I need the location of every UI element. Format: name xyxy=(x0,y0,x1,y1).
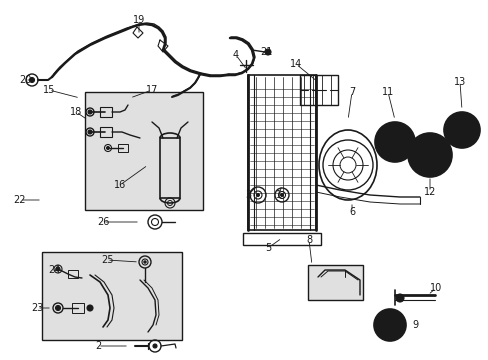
Text: 20: 20 xyxy=(19,75,31,85)
Bar xyxy=(85,92,203,210)
Text: 10: 10 xyxy=(429,283,441,293)
Text: 13: 13 xyxy=(453,77,465,87)
Circle shape xyxy=(56,267,60,271)
Text: 8: 8 xyxy=(305,235,311,245)
Text: 4: 4 xyxy=(232,50,239,60)
Text: 25: 25 xyxy=(101,255,113,265)
Bar xyxy=(100,127,112,137)
Text: 11: 11 xyxy=(381,87,393,97)
Circle shape xyxy=(280,193,283,197)
Text: 9: 9 xyxy=(411,320,417,330)
Bar xyxy=(247,75,315,230)
Circle shape xyxy=(143,261,146,263)
Circle shape xyxy=(395,294,403,302)
Circle shape xyxy=(87,305,93,311)
Bar xyxy=(307,265,362,300)
Bar xyxy=(160,138,180,198)
Circle shape xyxy=(443,112,479,148)
Text: 24: 24 xyxy=(48,265,60,275)
Bar xyxy=(100,107,112,117)
Circle shape xyxy=(29,77,35,82)
Circle shape xyxy=(407,133,451,177)
Text: 14: 14 xyxy=(289,59,302,69)
Text: 2: 2 xyxy=(95,341,101,351)
Text: 26: 26 xyxy=(97,217,109,227)
Circle shape xyxy=(373,309,405,341)
Bar xyxy=(243,233,320,245)
Text: 16: 16 xyxy=(114,180,126,190)
Bar xyxy=(299,75,337,105)
Text: 7: 7 xyxy=(348,87,354,97)
Circle shape xyxy=(391,139,397,145)
Text: 22: 22 xyxy=(14,195,26,205)
Text: 18: 18 xyxy=(70,107,82,117)
Text: 1: 1 xyxy=(275,190,282,200)
Text: 5: 5 xyxy=(264,243,270,253)
Text: 17: 17 xyxy=(145,85,158,95)
Ellipse shape xyxy=(318,130,376,200)
Text: 15: 15 xyxy=(43,85,55,95)
Text: 19: 19 xyxy=(133,15,145,25)
Text: 21: 21 xyxy=(259,47,272,57)
Bar xyxy=(68,270,78,278)
Circle shape xyxy=(426,152,432,158)
Bar xyxy=(118,144,128,152)
Bar xyxy=(72,303,84,313)
Circle shape xyxy=(374,122,414,162)
Circle shape xyxy=(55,306,61,310)
Text: 6: 6 xyxy=(348,207,354,217)
Circle shape xyxy=(256,193,259,197)
Circle shape xyxy=(106,147,109,149)
Circle shape xyxy=(153,344,157,348)
Text: 3: 3 xyxy=(244,190,250,200)
Bar xyxy=(42,252,182,340)
Text: 23: 23 xyxy=(31,303,43,313)
Circle shape xyxy=(264,49,270,55)
Text: 12: 12 xyxy=(423,187,435,197)
Circle shape xyxy=(88,110,92,114)
Circle shape xyxy=(88,130,92,134)
